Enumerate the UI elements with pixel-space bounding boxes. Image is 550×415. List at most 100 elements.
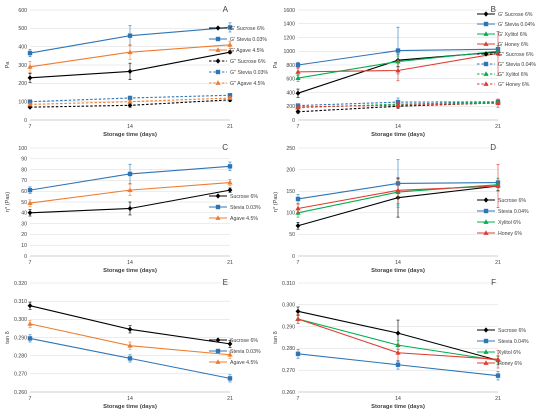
panel-label: D <box>490 143 496 152</box>
y-tick-label: 100 <box>18 99 27 105</box>
panel-label: B <box>491 5 496 14</box>
data-point <box>227 25 233 30</box>
legend: G' Sucrose 6% G' Stevia 0.04% G' Xylitol 6… <box>477 11 536 88</box>
chart-panel-f: 0.260 0.270 0.280 0.290 0.300 0.310 7 14 21 Stora… <box>273 278 529 410</box>
y-axis-label: η* (Pas) <box>5 192 11 212</box>
y-tick-label: 60 <box>21 189 27 195</box>
y-tick-label: 0.270 <box>282 368 295 374</box>
y-tick-label: 600 <box>286 77 295 83</box>
legend-label: G'' Sucrose 6% <box>498 52 534 58</box>
legend-marker <box>215 25 221 31</box>
series-3 <box>295 31 501 82</box>
data-point <box>495 183 501 188</box>
x-tick-label: 21 <box>495 260 501 266</box>
legend-marker <box>483 197 489 203</box>
x-tick-label: 14 <box>127 124 133 130</box>
legend-marker <box>483 327 489 333</box>
y-tick-label: 100 <box>286 211 295 217</box>
legend-marker <box>215 215 221 220</box>
legend-label: Sucrose 6% <box>498 328 526 334</box>
legend: Sucrose 6% Stevia 0.04% Xylitol 6% Honey 6% <box>477 197 529 237</box>
data-point <box>127 95 133 101</box>
data-point <box>295 351 301 357</box>
chart-panel-d: 0 50 100 150 200 250 7 14 21 Storage time (days) η… <box>273 143 529 274</box>
y-tick-label: 1200 <box>283 35 295 41</box>
x-tick-label: 14 <box>127 396 133 402</box>
x-tick-label: 7 <box>29 396 32 402</box>
y-tick-label: 80 <box>21 167 27 173</box>
legend-label: Stevia 0.03% <box>230 205 261 211</box>
y-axis-label: η* (Pas) <box>273 192 279 212</box>
data-point <box>495 100 501 106</box>
chart-panel-c: 0 10 20 30 40 50 60 70 80 90 100 7 14 21 Storage time … <box>5 143 261 274</box>
y-tick-label: 500 <box>18 26 27 32</box>
data-point <box>495 373 501 378</box>
data-point <box>27 64 33 69</box>
legend-label: Stevia 0.04% <box>498 209 529 215</box>
y-tick-label: 70 <box>21 178 27 184</box>
series-0 <box>27 301 233 348</box>
x-tick-label: 21 <box>227 260 233 266</box>
data-point <box>127 33 133 38</box>
y-tick-label: 0 <box>292 118 295 124</box>
x-tick-label: 21 <box>227 124 233 130</box>
y-axis-label: Pa <box>5 61 11 69</box>
data-point <box>27 200 33 205</box>
data-point <box>27 336 33 341</box>
data-point <box>395 102 401 108</box>
y-axis-label: tan δ <box>273 331 279 343</box>
y-tick-label: 0.260 <box>14 390 27 396</box>
legend-marker <box>215 80 221 85</box>
legend-marker <box>483 338 489 344</box>
y-tick-label: 40 <box>21 211 27 217</box>
y-tick-label: 0.280 <box>282 346 295 352</box>
data-point <box>227 187 233 193</box>
y-tick-label: 0.270 <box>14 372 27 378</box>
data-point <box>295 90 301 96</box>
legend-marker <box>483 208 489 214</box>
y-tick-label: 0.310 <box>282 281 295 287</box>
x-tick-label: 7 <box>297 260 300 266</box>
legend-marker <box>483 71 489 76</box>
data-point <box>395 67 401 73</box>
x-axis-label: Storage time (days) <box>103 404 157 410</box>
data-point <box>395 349 401 355</box>
legend-label: Sucrose 6% <box>230 194 258 200</box>
series-1 <box>27 161 233 194</box>
y-tick-label: 200 <box>286 104 295 110</box>
data-point <box>27 187 33 193</box>
x-tick-label: 7 <box>297 124 300 130</box>
data-point <box>295 308 301 314</box>
data-point <box>495 356 501 362</box>
data-point <box>395 362 401 367</box>
x-tick-label: 14 <box>395 260 401 266</box>
legend-marker <box>215 58 221 64</box>
data-point <box>127 171 133 177</box>
legend-marker <box>215 193 221 199</box>
data-point <box>27 210 33 216</box>
y-tick-label: 0.300 <box>14 317 27 323</box>
y-tick-label: 200 <box>18 81 27 87</box>
legend-marker <box>215 337 221 343</box>
y-tick-label: 400 <box>18 44 27 50</box>
x-tick-label: 7 <box>29 124 32 130</box>
legend-label: G'' Xylitol 6% <box>498 72 529 78</box>
series-1 <box>27 334 233 383</box>
data-point <box>227 164 233 169</box>
legend-marker <box>483 11 489 17</box>
panel-label: E <box>223 278 228 287</box>
x-axis-label: Storage time (days) <box>371 268 425 274</box>
legend-marker <box>215 69 221 75</box>
y-tick-label: 0 <box>24 254 27 260</box>
x-tick-label: 7 <box>29 260 32 266</box>
legend-marker <box>215 348 221 354</box>
x-tick-label: 7 <box>297 396 300 402</box>
legend-marker <box>483 219 489 224</box>
x-tick-label: 14 <box>127 260 133 266</box>
legend-label: G'' Honey 6% <box>498 82 530 88</box>
legend-marker <box>215 204 221 210</box>
data-point <box>127 68 133 75</box>
legend-label: Agave 4.5% <box>230 360 258 366</box>
legend-label: G' Agave 4.5% <box>230 48 265 54</box>
